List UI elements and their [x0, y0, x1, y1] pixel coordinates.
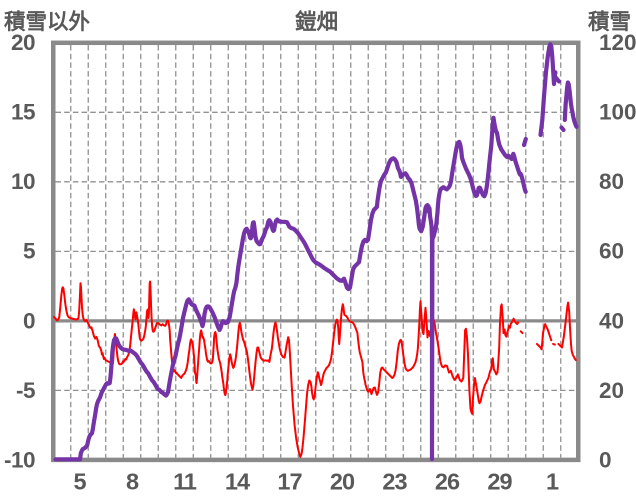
svg-text:17: 17 — [277, 469, 302, 495]
svg-text:60: 60 — [599, 239, 624, 264]
svg-text:20: 20 — [11, 30, 35, 55]
svg-text:120: 120 — [599, 30, 636, 55]
svg-text:15: 15 — [11, 100, 35, 125]
svg-text:20: 20 — [330, 469, 355, 495]
svg-text:23: 23 — [382, 469, 407, 495]
svg-text:100: 100 — [599, 100, 636, 125]
svg-text:11: 11 — [173, 469, 197, 495]
svg-text:40: 40 — [599, 308, 624, 333]
svg-text:80: 80 — [599, 169, 624, 194]
svg-text:5: 5 — [73, 469, 86, 495]
svg-text:-10: -10 — [4, 447, 35, 472]
svg-text:10: 10 — [11, 169, 35, 194]
svg-text:8: 8 — [126, 469, 139, 495]
svg-text:-5: -5 — [16, 378, 35, 403]
svg-text:14: 14 — [225, 469, 250, 495]
svg-text:29: 29 — [487, 469, 512, 495]
svg-text:1: 1 — [546, 469, 559, 495]
svg-text:0: 0 — [23, 308, 35, 333]
svg-text:0: 0 — [599, 447, 612, 472]
svg-text:5: 5 — [23, 239, 35, 264]
svg-text:20: 20 — [599, 378, 624, 403]
svg-text:26: 26 — [435, 469, 460, 495]
